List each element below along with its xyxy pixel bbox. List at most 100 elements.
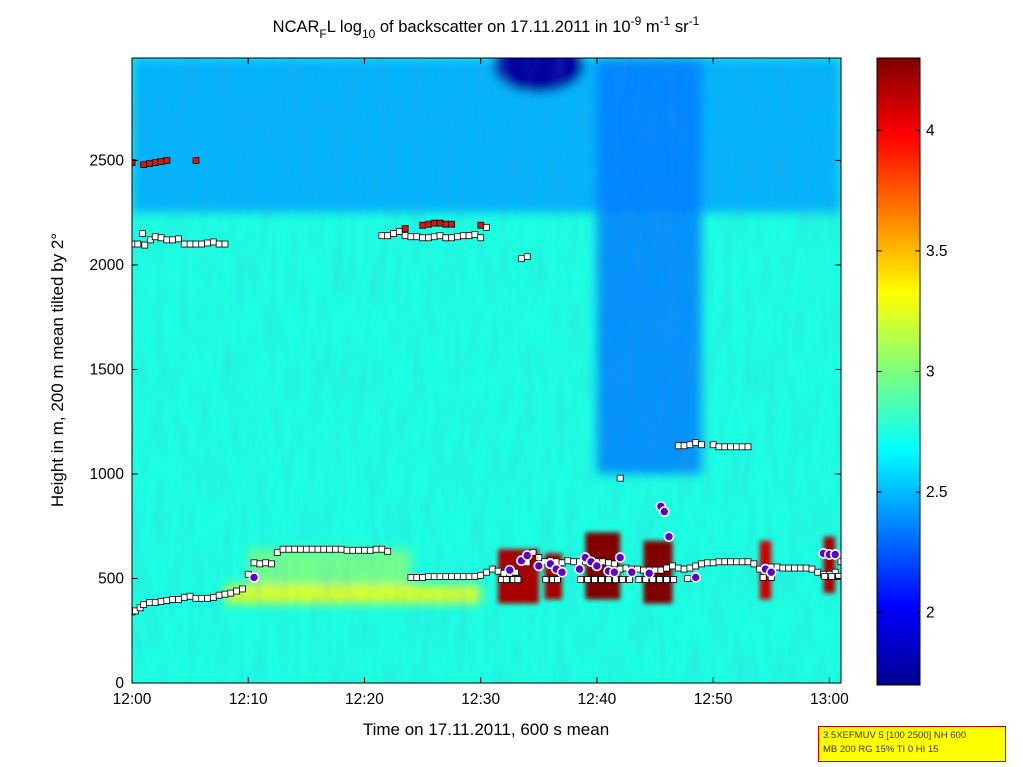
mid-cloud-markers-point — [715, 443, 723, 451]
layer-top-markers-point — [256, 560, 264, 568]
cloud-base-circles-point — [591, 560, 603, 572]
layer-top-markers-point — [192, 594, 200, 602]
mid-cloud-markers-point — [192, 240, 200, 248]
layer-top-markers-point — [791, 564, 798, 572]
layer-top-markers-point — [738, 558, 746, 566]
lower-base-markers-point — [502, 576, 510, 583]
layer-top-markers-point — [721, 558, 729, 566]
mid-cloud-markers-point — [180, 240, 188, 248]
lower-base-markers-point — [759, 574, 767, 581]
high-cloud-markers-point — [146, 160, 153, 167]
x-tick-label: 12:50 — [694, 691, 733, 708]
layer-top-markers-point — [454, 572, 461, 580]
layer-top-markers-point — [163, 597, 171, 604]
cloud-base-circles-point — [626, 566, 638, 578]
colorbar-tick-label: 2.5 — [926, 484, 948, 501]
mid-cloud-markers-point — [436, 232, 444, 240]
lower-base-markers-point — [514, 576, 522, 583]
mid-cloud-markers-point — [477, 234, 485, 242]
mid-cloud-markers-point — [395, 228, 403, 235]
layer-top-markers-point — [227, 589, 235, 597]
high-cloud-markers-point — [430, 219, 438, 227]
processing-info-box: 3.5XEFMUV 5 [100 2500] NH 600 MB 200 RG … — [818, 726, 1006, 762]
layer-top-markers-point — [442, 572, 450, 580]
layer-top-markers-point — [337, 545, 345, 553]
mid-cloud-markers-point — [407, 233, 415, 241]
layer-top-markers-point — [680, 565, 688, 573]
cloud-base-circles-point — [690, 572, 702, 583]
layer-top-markers-point — [657, 566, 665, 574]
series-high-cloud-markers — [132, 157, 485, 232]
layer-top-markers-point — [355, 546, 363, 554]
y-axis: 0 500 1000 1500 2000 2500 — [90, 152, 841, 692]
y-tick-label: 2000 — [90, 257, 125, 274]
layer-top-markers-point — [285, 545, 293, 553]
mid-cloud-markers-point — [471, 231, 479, 239]
layer-top-markers-point — [209, 593, 217, 601]
mid-cloud-markers-point — [378, 232, 386, 240]
mid-cloud-markers-point — [465, 232, 473, 240]
mid-cloud-markers-point — [215, 240, 223, 248]
mid-cloud-markers-point — [151, 233, 159, 241]
layer-top-markers-point — [332, 545, 339, 553]
x-tick-label: 12:30 — [461, 691, 500, 708]
mid-cloud-markers-point — [139, 230, 146, 237]
layer-top-markers-point — [326, 545, 333, 553]
layer-top-markers-point — [366, 546, 374, 554]
layer-top-markers-point — [314, 545, 322, 553]
mid-cloud-markers-point — [721, 443, 729, 451]
mid-cloud-markers-point — [134, 240, 142, 248]
layer-top-markers-point — [279, 545, 287, 553]
layer-top-markers-point — [233, 587, 241, 595]
layer-top-markers-point — [349, 546, 357, 554]
layer-top-markers-point — [610, 560, 618, 568]
lower-base-markers-point — [554, 576, 561, 583]
layer-top-markers-point — [477, 571, 485, 579]
layer-top-markers-point — [488, 565, 496, 573]
layer-top-markers-point — [250, 559, 258, 567]
layer-top-markers-point — [407, 574, 415, 581]
layer-top-markers-point — [605, 559, 612, 567]
mid-cloud-markers-point — [674, 442, 682, 450]
mid-cloud-markers-point — [157, 234, 165, 242]
layer-top-markers-point — [727, 558, 734, 566]
layer-top-markers-point — [674, 564, 682, 572]
high-cloud-markers-point — [157, 158, 165, 165]
layer-top-markers-point — [186, 592, 194, 600]
layer-top-markers-point — [831, 568, 839, 576]
layer-top-markers-point — [140, 601, 148, 609]
layer-top-markers-point — [151, 599, 159, 606]
layer-top-markers-point — [291, 545, 299, 553]
high-cloud-markers-point — [192, 157, 200, 164]
layer-top-markers-point — [419, 574, 426, 581]
colorbar-tick-label: 3.5 — [926, 243, 948, 260]
strong-echo-5 — [823, 536, 836, 594]
mid-cloud-markers-point — [459, 232, 467, 240]
cloud-base-circles-point — [521, 550, 533, 561]
cloud-base-circles-point — [614, 552, 626, 563]
layer-top-markers-point — [564, 557, 572, 565]
info-line-2: MB 200 RG 15% TI 0 HI 15 — [823, 744, 939, 755]
layer-top-markers-point — [785, 564, 793, 572]
mid-cloud-markers-point — [442, 234, 450, 242]
mid-cloud-markers-point — [448, 234, 456, 242]
mid-cloud-markers-point — [141, 241, 149, 249]
layer-top-markers-point — [837, 558, 841, 566]
high-cloud-markers-point — [424, 220, 432, 228]
mid-cloud-markers-point — [483, 223, 490, 231]
lower-base-markers-point — [684, 575, 691, 582]
layer-top-markers-point — [262, 559, 270, 567]
layer-top-markers-point — [361, 546, 368, 554]
layer-top-markers-point — [215, 591, 223, 599]
mid-cloud-markers-point — [523, 253, 531, 260]
layer-top-markers-point — [715, 558, 723, 566]
cloud-base-circles-point — [248, 572, 260, 583]
colorbar-tick-label: 3 — [926, 364, 935, 381]
high-cloud-markers-point — [163, 157, 171, 164]
mid-cloud-markers-point — [413, 233, 421, 241]
y-tick-label: 500 — [98, 570, 124, 587]
layer-top-markers-point — [413, 574, 421, 581]
mid-cloud-markers-point — [430, 233, 438, 241]
mid-cloud-markers-point — [221, 240, 229, 248]
mid-cloud-markers-point — [198, 240, 206, 248]
